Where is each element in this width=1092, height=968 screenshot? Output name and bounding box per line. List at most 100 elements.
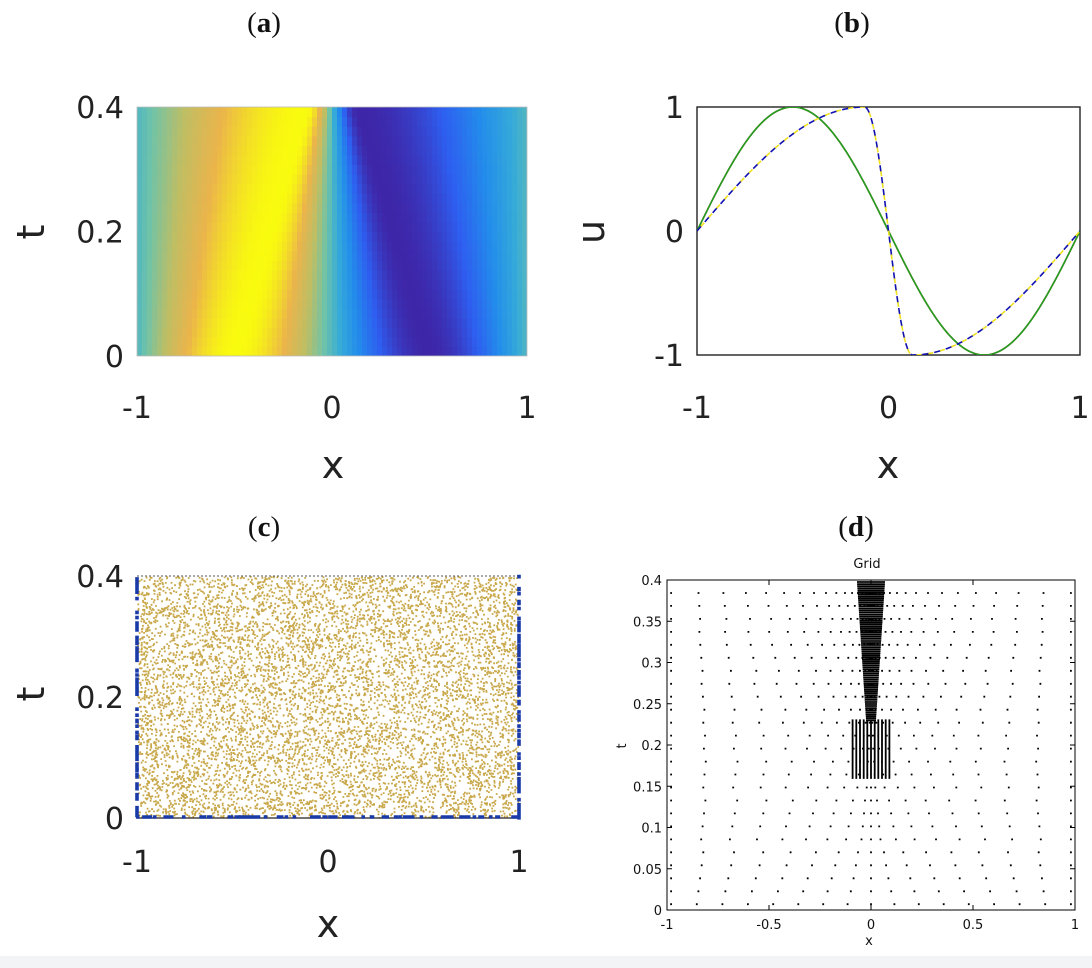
heatmap-cell: [332, 241, 338, 252]
heatmap-cell: [382, 202, 388, 213]
heatmap-cell: [327, 317, 333, 328]
heatmap-cell: [267, 279, 273, 290]
heatmap-cell: [212, 135, 218, 146]
heatmap-cell: [477, 221, 483, 233]
heatmap-cell: [167, 154, 173, 166]
heatmap-cell: [242, 298, 248, 309]
heatmap-cell: [327, 107, 333, 118]
heatmap-cell: [442, 241, 448, 252]
heatmap-cell: [307, 279, 313, 290]
heatmap-cell: [402, 183, 408, 194]
heatmap-cell: [142, 116, 148, 127]
heatmap-cell: [312, 317, 318, 328]
heatmap-cell: [267, 135, 273, 146]
heatmap-cell: [242, 346, 248, 356]
heatmap-cell: [422, 269, 428, 280]
heatmap-cell: [157, 346, 163, 356]
heatmap-cell: [317, 202, 323, 213]
heatmap-cell: [387, 279, 393, 290]
heatmap-cell: [267, 308, 273, 319]
heatmap-cell: [442, 221, 448, 233]
heatmap-cell: [167, 107, 173, 118]
heatmap-cell: [517, 193, 523, 204]
heatmap-cell: [487, 193, 493, 204]
heatmap-cell: [352, 212, 358, 223]
heatmap-cell: [362, 212, 368, 223]
heatmap-cell: [152, 346, 158, 356]
heatmap-cell: [322, 212, 328, 223]
heatmap-cell: [312, 269, 318, 280]
heatmap-cell: [217, 154, 223, 166]
heatmap-cell: [322, 288, 328, 300]
heatmap-cell: [152, 241, 158, 252]
heatmap-cell: [317, 126, 323, 137]
heatmap-cell: [237, 202, 243, 213]
heatmap-cell: [397, 298, 403, 309]
heatmap-cell: [362, 202, 368, 213]
heatmap-cell: [177, 231, 183, 242]
heatmap-cell: [462, 317, 468, 328]
heatmap-cell: [317, 269, 323, 280]
heatmap-cell: [297, 336, 303, 348]
heatmap-cell: [407, 212, 413, 223]
heatmap-cell: [337, 336, 343, 348]
heatmap-cell: [197, 250, 203, 261]
heatmap-cell: [162, 116, 168, 127]
heatmap-cell: [252, 193, 258, 204]
heatmap-cell: [312, 164, 318, 175]
heatmap-cell: [252, 145, 258, 156]
heatmap-cell: [307, 135, 313, 146]
heatmap-cell: [292, 308, 298, 319]
heatmap-cell: [227, 279, 233, 290]
heatmap-cell: [302, 260, 308, 271]
heatmap-cell: [382, 288, 388, 300]
heatmap-cell: [307, 327, 313, 338]
heatmap-cell: [522, 193, 527, 204]
heatmap-cell: [402, 126, 408, 137]
heatmap-cell: [177, 145, 183, 156]
heatmap-cell: [337, 193, 343, 204]
heatmap-cell: [392, 107, 398, 118]
heatmap-cell: [262, 154, 268, 166]
heatmap-cell: [142, 288, 148, 300]
heatmap-cell: [327, 327, 333, 338]
heatmap-cell: [392, 250, 398, 261]
heatmap-cell: [277, 135, 283, 146]
heatmap-cell: [182, 183, 188, 194]
heatmap-cell: [147, 221, 153, 233]
heatmap-cell: [422, 154, 428, 166]
heatmap-cell: [282, 164, 288, 175]
heatmap-cell: [472, 116, 478, 127]
y-tick-label: 0: [665, 215, 684, 250]
heatmap-cell: [522, 107, 527, 118]
heatmap-cell: [412, 154, 418, 166]
plot-d-title: Grid: [853, 557, 880, 572]
heatmap-cell: [327, 346, 333, 356]
heatmap-cell: [452, 241, 458, 252]
heatmap-cell: [302, 183, 308, 194]
heatmap-cell: [477, 145, 483, 156]
heatmap-cell: [192, 288, 198, 300]
heatmap-cell: [237, 298, 243, 309]
heatmap-cell: [352, 183, 358, 194]
heatmap-cell: [372, 241, 378, 252]
heatmap-cell: [497, 145, 503, 156]
heatmap-cell: [337, 154, 343, 166]
heatmap-cell: [417, 193, 423, 204]
heatmap-cell: [282, 221, 288, 233]
heatmap-cell: [372, 193, 378, 204]
heatmap-cell: [477, 174, 483, 185]
heatmap-cell: [342, 279, 348, 290]
heatmap-cell: [477, 164, 483, 175]
heatmap-cell: [517, 308, 523, 319]
heatmap-cell: [322, 154, 328, 166]
heatmap-cell: [177, 126, 183, 137]
heatmap-cell: [137, 279, 143, 290]
heatmap-cell: [322, 260, 328, 271]
heatmap-cell: [252, 308, 258, 319]
heatmap-cell: [162, 336, 168, 348]
heatmap-cell: [462, 279, 468, 290]
heatmap-cell: [507, 298, 513, 309]
heatmap-cell: [352, 231, 358, 242]
x-tick-label: -1: [682, 391, 712, 426]
